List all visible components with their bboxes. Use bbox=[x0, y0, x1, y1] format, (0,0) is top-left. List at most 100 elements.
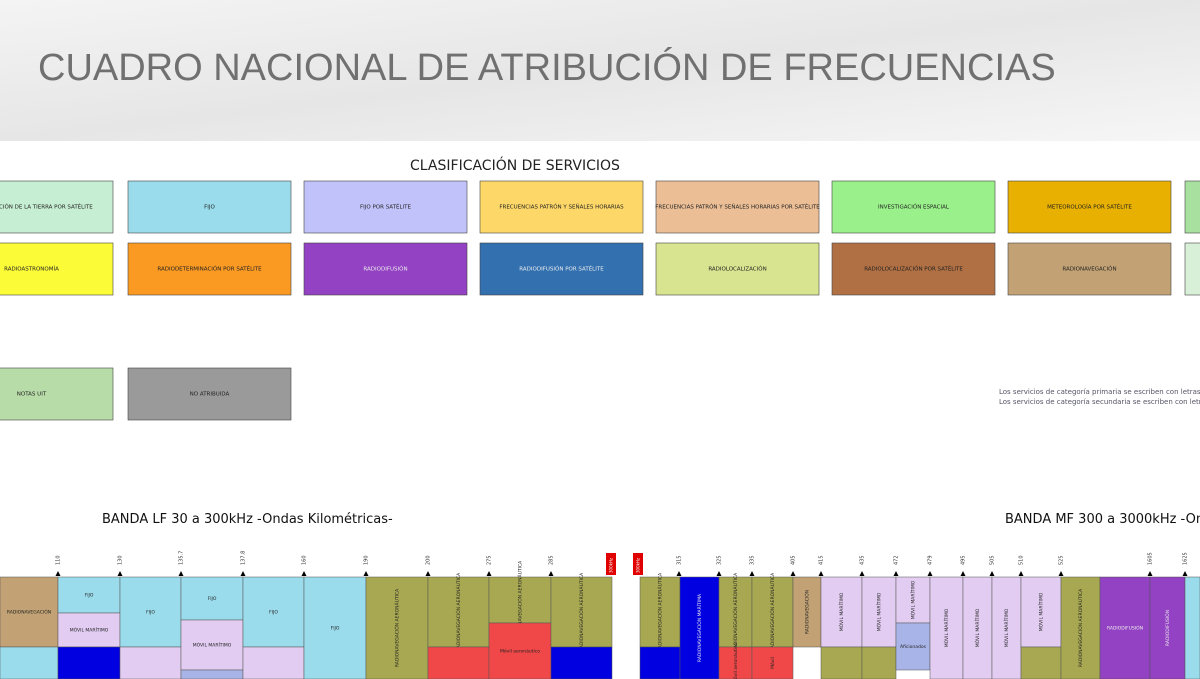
tick-mark bbox=[790, 571, 796, 576]
tick-label: 190 bbox=[364, 555, 370, 565]
legend-label: FIJO bbox=[204, 205, 215, 211]
allocation-block bbox=[0, 646, 59, 679]
allocation-block bbox=[242, 576, 305, 648]
legend-label: FRECUENCIAS PATRÓN Y SEÑALES HORARIAS bbox=[499, 204, 624, 211]
allocation-block bbox=[1099, 576, 1151, 679]
allocation-block bbox=[991, 576, 1022, 679]
legend-swatch bbox=[1007, 180, 1172, 234]
block-label: Móvil aeronáutico bbox=[500, 648, 540, 655]
tick-label: 135.7 bbox=[179, 551, 185, 565]
tick-label: 1625 bbox=[1183, 552, 1189, 565]
tick-label: 1605 bbox=[1148, 552, 1154, 565]
legend-label: INVESTIGACIÓN ESPACIAL bbox=[878, 204, 950, 211]
band-title: BANDA MF 300 a 3000kHz -On bbox=[1005, 512, 1200, 527]
tick-label: 415 bbox=[819, 555, 825, 565]
legend-swatch bbox=[127, 180, 292, 234]
page-title: CUADRO NACIONAL DE ATRIBUCIÓN DE FRECUEN… bbox=[38, 46, 1056, 89]
block-label: MÓVIL MARÍTIMO bbox=[943, 608, 950, 647]
block-label: RADIONAVEGACIÓN AERONÁUTICA bbox=[769, 572, 776, 651]
legend-swatch bbox=[831, 242, 996, 296]
legend-swatch bbox=[1184, 242, 1200, 296]
note: Los servicios de categoría secundaria se… bbox=[999, 398, 1200, 406]
block-label: RADIONAVEGACIÓN AERONÁUTICA bbox=[455, 572, 462, 651]
allocation-block bbox=[639, 646, 681, 679]
tick-label: 130 bbox=[118, 555, 124, 565]
legend-swatch bbox=[831, 180, 996, 234]
legend-swatch bbox=[127, 367, 292, 421]
band-marker-label: 300kHz bbox=[609, 558, 614, 573]
tick-mark bbox=[548, 571, 554, 576]
tick-label: 275 bbox=[487, 555, 493, 565]
legend-swatch bbox=[479, 242, 644, 296]
legend-label: FRECUENCIAS PATRÓN Y SEÑALES HORARIAS PO… bbox=[655, 203, 820, 211]
tick-label: 285 bbox=[549, 555, 555, 565]
legend-label: METEOROLOGÍA POR SATÉLITE bbox=[1047, 203, 1132, 211]
block-label: MÓVIL MARÍTIMO bbox=[910, 580, 917, 619]
tick-mark bbox=[117, 571, 123, 576]
legend-label: RADIOASTRONOMÍA bbox=[4, 266, 59, 273]
legend-swatch bbox=[655, 242, 820, 296]
allocation-block bbox=[751, 576, 794, 648]
legend-swatch bbox=[0, 180, 114, 234]
legend-title: CLASIFICACIÓN DE SERVICIOS bbox=[410, 156, 620, 174]
legend-label: RADIOLOCALIZACIÓN bbox=[708, 266, 766, 273]
block-label: FIJO bbox=[146, 610, 155, 616]
tick-mark bbox=[178, 571, 184, 576]
allocation-block bbox=[242, 646, 305, 679]
tick-mark bbox=[301, 571, 307, 576]
allocation-block bbox=[427, 576, 490, 648]
legend-swatch bbox=[0, 242, 114, 296]
block-label: RADIONAVEGACIÓN AERONÁUTICA bbox=[1077, 588, 1084, 667]
legend-label: RADIONAVEGACIÓN bbox=[1062, 266, 1116, 273]
block-label: MÓVIL MARÍTIMO bbox=[838, 592, 845, 631]
allocation-block bbox=[303, 576, 367, 679]
allocation-block bbox=[718, 576, 753, 648]
legend-swatch bbox=[303, 180, 468, 234]
band-marker bbox=[606, 553, 616, 575]
block-label: RADIODIFUSIÓN bbox=[1107, 625, 1143, 632]
tick-mark bbox=[1147, 571, 1153, 576]
allocation-block bbox=[57, 612, 121, 648]
tick-label: 435 bbox=[860, 555, 866, 565]
tick-mark bbox=[818, 571, 824, 576]
tick-label: 479 bbox=[928, 555, 934, 565]
allocation-block bbox=[895, 576, 931, 624]
tick-mark bbox=[893, 571, 899, 576]
legend-swatch bbox=[479, 180, 644, 234]
allocation-block bbox=[820, 576, 863, 648]
tick-mark bbox=[486, 571, 492, 576]
tick-label: 110 bbox=[56, 555, 62, 565]
legend-label: RADIODIFUSIÓN POR SATÉLITE bbox=[519, 265, 604, 273]
tick-label: 505 bbox=[990, 555, 996, 565]
allocation-block bbox=[679, 576, 720, 679]
block-label: MÓVIL MARÍTIMO bbox=[193, 642, 232, 649]
allocation-block bbox=[1149, 576, 1186, 679]
band-title: BANDA LF 30 a 300kHz -Ondas Kilométricas… bbox=[102, 512, 393, 527]
allocation-block bbox=[57, 576, 121, 614]
block-label: RADIONAVEGACIÓN bbox=[804, 590, 811, 634]
block-label: FIJO bbox=[208, 596, 217, 602]
allocation-block bbox=[550, 576, 613, 648]
tick-label: 315 bbox=[677, 555, 683, 565]
tick-mark bbox=[240, 571, 246, 576]
block-label: MÓVIL MARÍTIMO bbox=[974, 608, 981, 647]
band-marker bbox=[633, 553, 643, 575]
allocation-block bbox=[1060, 576, 1101, 679]
tick-label: 335 bbox=[750, 555, 756, 565]
tick-mark bbox=[859, 571, 865, 576]
block-label: Móvil aeronáutico bbox=[732, 643, 739, 679]
legend-swatch bbox=[0, 367, 114, 421]
legend-swatch bbox=[303, 242, 468, 296]
allocation-block bbox=[180, 619, 244, 671]
tick-mark bbox=[960, 571, 966, 576]
legend-swatch bbox=[1007, 242, 1172, 296]
tick-mark bbox=[716, 571, 722, 576]
allocation-block bbox=[0, 576, 59, 648]
block-label: MÓVIL MARÍTIMO bbox=[1003, 608, 1010, 647]
allocation-block bbox=[119, 646, 182, 679]
tick-label: 525 bbox=[1059, 555, 1065, 565]
header-bg bbox=[0, 0, 1200, 141]
tick-label: 325 bbox=[717, 555, 723, 565]
allocation-block bbox=[820, 646, 863, 679]
